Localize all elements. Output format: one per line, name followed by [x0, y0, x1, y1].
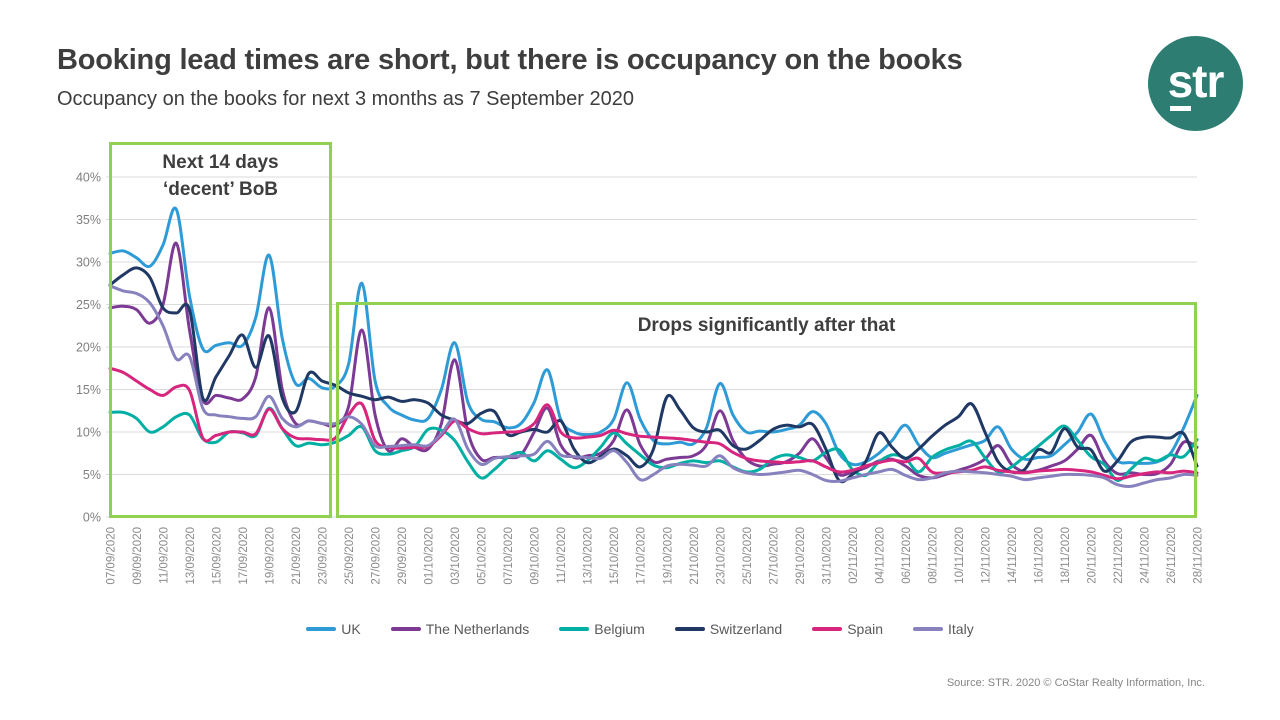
svg-text:27/10/2020: 27/10/2020 — [768, 527, 780, 585]
svg-text:29/10/2020: 29/10/2020 — [795, 527, 807, 585]
svg-text:31/10/2020: 31/10/2020 — [821, 527, 833, 585]
svg-text:22/11/2020: 22/11/2020 — [1113, 527, 1125, 584]
legend-label-uk: UK — [341, 621, 361, 637]
svg-text:0%: 0% — [83, 511, 101, 525]
legend-item-netherlands: The Netherlands — [390, 621, 530, 637]
legend-label-italy: Italy — [948, 621, 974, 637]
legend-item-switzerland: Switzerland — [674, 621, 783, 637]
legend-swatch-belgium — [559, 627, 590, 631]
svg-text:20%: 20% — [76, 341, 101, 355]
svg-text:04/11/2020: 04/11/2020 — [874, 527, 886, 584]
svg-text:29/09/2020: 29/09/2020 — [397, 527, 409, 585]
svg-text:15/09/2020: 15/09/2020 — [212, 527, 224, 585]
annotation-drops-text: Drops significantly after that — [637, 315, 896, 336]
source-attribution: Source: STR. 2020 © CoStar Realty Inform… — [946, 677, 1205, 689]
svg-text:10%: 10% — [76, 426, 101, 440]
svg-text:35%: 35% — [76, 213, 101, 227]
svg-text:18/11/2020: 18/11/2020 — [1060, 527, 1072, 584]
legend-label-spain: Spain — [847, 621, 884, 637]
legend-swatch-switzerland — [674, 627, 705, 631]
svg-text:13/10/2020: 13/10/2020 — [583, 527, 595, 585]
svg-text:30%: 30% — [76, 256, 101, 270]
svg-text:15/10/2020: 15/10/2020 — [609, 527, 621, 585]
svg-text:13/09/2020: 13/09/2020 — [185, 527, 197, 585]
str-logo-underline — [1170, 106, 1191, 111]
svg-text:26/11/2020: 26/11/2020 — [1166, 527, 1178, 584]
svg-text:08/11/2020: 08/11/2020 — [927, 527, 939, 584]
svg-text:14/11/2020: 14/11/2020 — [1007, 527, 1019, 584]
svg-text:12/11/2020: 12/11/2020 — [980, 527, 992, 584]
svg-text:23/10/2020: 23/10/2020 — [715, 527, 727, 585]
svg-text:25/09/2020: 25/09/2020 — [344, 527, 356, 585]
svg-text:23/09/2020: 23/09/2020 — [318, 527, 330, 585]
svg-text:02/11/2020: 02/11/2020 — [848, 527, 860, 584]
legend-item-spain: Spain — [812, 621, 883, 637]
svg-text:40%: 40% — [76, 171, 101, 185]
legend-label-belgium: Belgium — [594, 621, 645, 637]
annotation-box-next-14-days: Next 14 days ‘decent’ BoB — [109, 142, 332, 518]
page-title: Booking lead times are short, but there … — [57, 44, 963, 76]
chart-legend: UK The Netherlands Belgium Switzerland S… — [0, 621, 1280, 637]
svg-text:10/11/2020: 10/11/2020 — [954, 527, 966, 584]
svg-text:21/09/2020: 21/09/2020 — [291, 527, 303, 585]
svg-text:06/11/2020: 06/11/2020 — [901, 527, 913, 584]
svg-text:25/10/2020: 25/10/2020 — [742, 527, 754, 585]
svg-text:15%: 15% — [76, 383, 101, 397]
svg-text:20/11/2020: 20/11/2020 — [1086, 527, 1098, 584]
svg-text:21/10/2020: 21/10/2020 — [689, 527, 701, 585]
legend-swatch-spain — [812, 627, 843, 631]
svg-text:07/10/2020: 07/10/2020 — [503, 527, 515, 585]
legend-item-belgium: Belgium — [559, 621, 645, 637]
svg-text:11/09/2020: 11/09/2020 — [159, 527, 171, 584]
str-logo-text: str — [1167, 54, 1225, 107]
annotation-line-2: ‘decent’ BoB — [162, 178, 279, 200]
svg-text:11/10/2020: 11/10/2020 — [556, 527, 568, 584]
legend-label-netherlands: The Netherlands — [425, 621, 530, 637]
str-logo: str — [1148, 36, 1243, 131]
legend-swatch-italy — [913, 627, 944, 631]
svg-text:25%: 25% — [76, 298, 101, 312]
legend-item-italy: Italy — [913, 621, 974, 637]
legend-swatch-netherlands — [390, 627, 421, 631]
svg-text:16/11/2020: 16/11/2020 — [1033, 527, 1045, 584]
svg-text:17/09/2020: 17/09/2020 — [238, 527, 250, 585]
svg-text:5%: 5% — [83, 468, 101, 482]
legend-label-switzerland: Switzerland — [709, 621, 783, 637]
svg-text:27/09/2020: 27/09/2020 — [371, 527, 383, 585]
svg-text:03/10/2020: 03/10/2020 — [450, 527, 462, 585]
svg-text:05/10/2020: 05/10/2020 — [477, 527, 489, 585]
svg-text:19/10/2020: 19/10/2020 — [662, 527, 674, 585]
svg-text:01/10/2020: 01/10/2020 — [424, 527, 436, 585]
legend-item-uk: UK — [306, 621, 361, 637]
svg-text:17/10/2020: 17/10/2020 — [636, 527, 648, 585]
page-subtitle: Occupancy on the books for next 3 months… — [57, 88, 635, 110]
svg-text:09/10/2020: 09/10/2020 — [530, 527, 542, 585]
svg-text:19/09/2020: 19/09/2020 — [265, 527, 277, 585]
annotation-line-1: Next 14 days — [162, 152, 279, 173]
svg-text:24/11/2020: 24/11/2020 — [1139, 527, 1151, 584]
annotation-box-drops: Drops significantly after that — [336, 302, 1197, 518]
svg-text:09/09/2020: 09/09/2020 — [132, 527, 144, 585]
legend-swatch-uk — [306, 627, 337, 631]
svg-text:07/09/2020: 07/09/2020 — [106, 527, 118, 585]
svg-text:28/11/2020: 28/11/2020 — [1193, 527, 1205, 584]
